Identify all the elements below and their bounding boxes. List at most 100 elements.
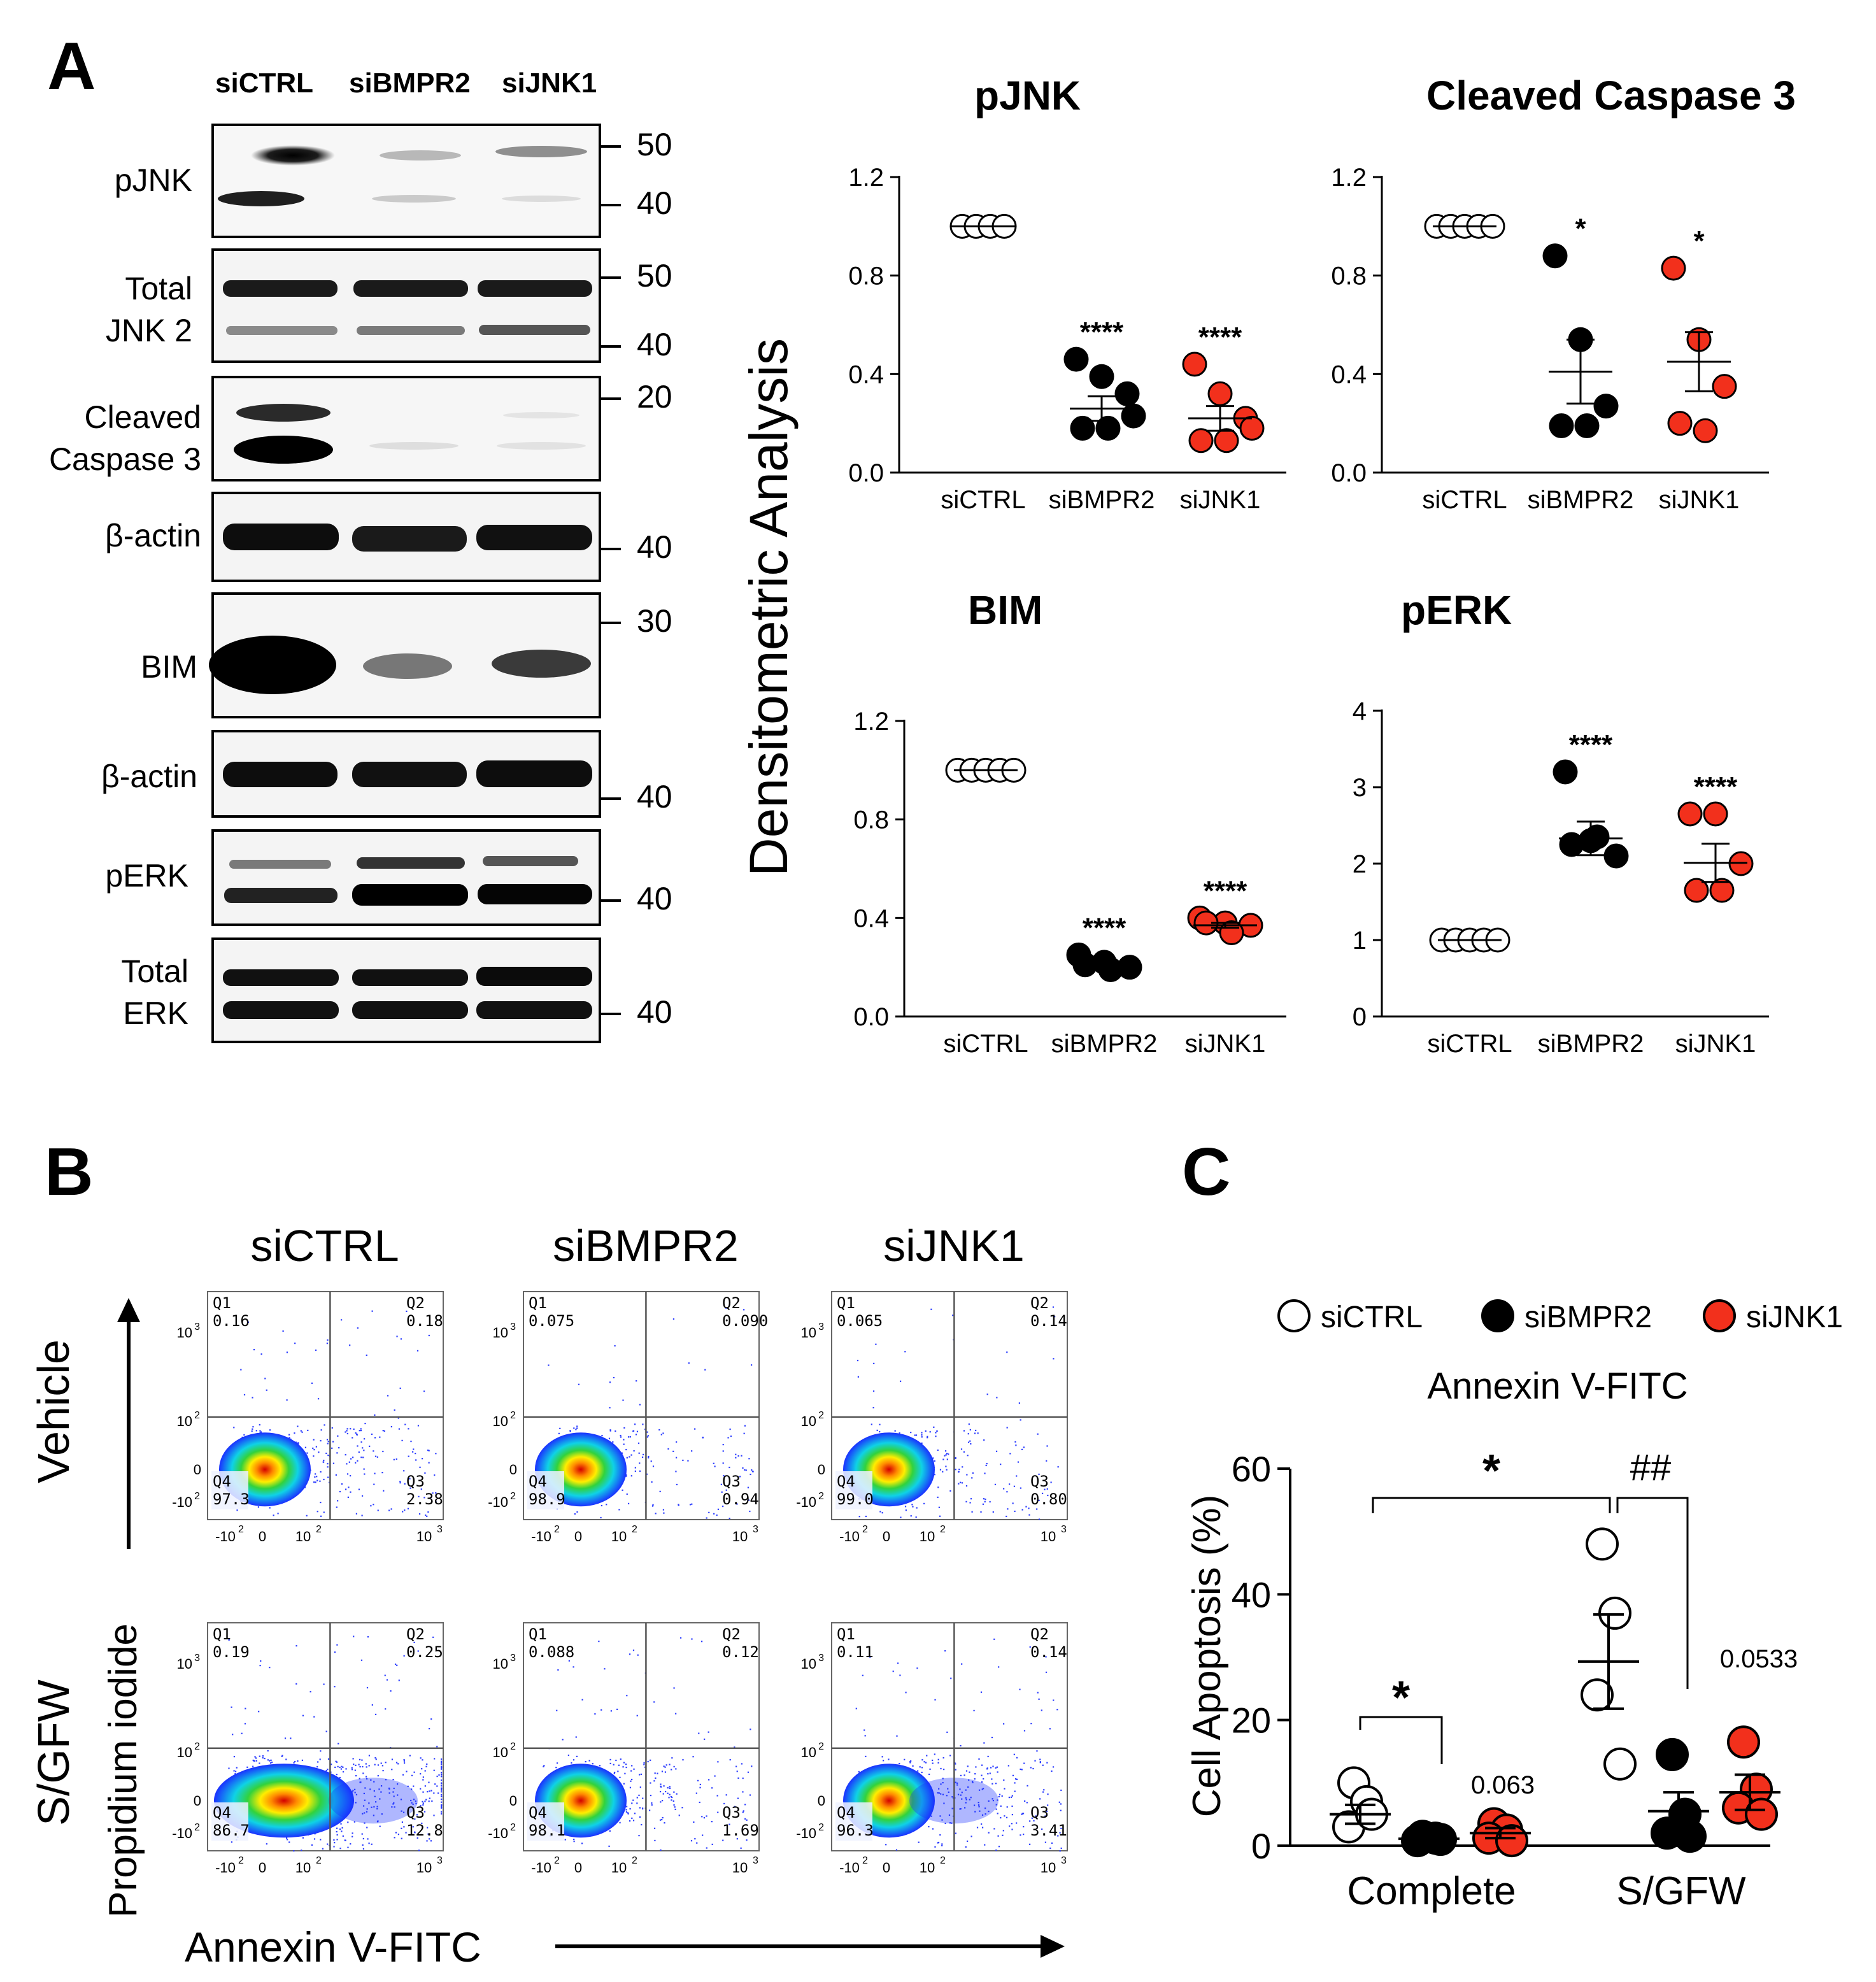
mw-label: 30 xyxy=(637,603,672,639)
flow-x-tick-exponent: 2 xyxy=(862,1855,868,1866)
quadrant-label: Q2 xyxy=(1030,1625,1049,1643)
flow-x-tick-exponent: 2 xyxy=(316,1524,322,1535)
legend-marker xyxy=(1703,1299,1736,1332)
flow-y-tick-label: -10 xyxy=(796,1494,816,1510)
flow-x-tick-label: 10 xyxy=(611,1860,627,1876)
flow-y-tick-label: -10 xyxy=(172,1494,192,1510)
quadrant-value: 0.11 xyxy=(837,1643,874,1661)
quadrant-label: Q2 xyxy=(722,1294,741,1312)
flow-y-tick-exponent: 2 xyxy=(194,1741,200,1752)
data-point xyxy=(1559,832,1584,857)
flow-x-tick-label: 0 xyxy=(259,1860,266,1876)
chart-pjnk: pJNK 0.0 0.4 0.8 1.2 siCTRL siBMPR2 siJNK1 **** *… xyxy=(848,73,1286,514)
data-point xyxy=(1114,381,1140,406)
data-point xyxy=(1542,243,1568,269)
flow-y-tick-label: 0 xyxy=(194,1462,201,1478)
flow-x-tick-label: -10 xyxy=(531,1529,551,1544)
blot-beta-actin-2 xyxy=(211,730,601,818)
significance-label: * xyxy=(1575,213,1586,245)
y-tick-label: 0 xyxy=(1251,1826,1271,1866)
data-point xyxy=(1677,801,1703,827)
flow-y-tick-exponent: 2 xyxy=(818,1741,824,1752)
chart-perk: pERK 0 1 2 3 4 siCTRL siBMPR2 siJNK1 **** **** xyxy=(1353,587,1769,1058)
quadrant-label-bg xyxy=(527,1471,564,1509)
quadrant-label: Q2 xyxy=(406,1294,425,1312)
data-point xyxy=(1214,428,1239,453)
flow-x-tick-exponent: 3 xyxy=(1061,1524,1067,1535)
flow-y-tick-label: 10 xyxy=(801,1656,816,1672)
quadrant-label: Q4 xyxy=(213,1804,231,1822)
y-tick-label: 4 xyxy=(1353,697,1367,725)
flow-y-tick-label: -10 xyxy=(796,1825,816,1841)
legend-marker xyxy=(1277,1299,1311,1332)
blot-cleaved-caspase3 xyxy=(211,376,601,481)
blot-labels: pJNK Total JNK 2 Cleaved Caspase 3 β-act… xyxy=(49,162,201,1031)
y-tick-label: 1.2 xyxy=(853,708,889,736)
flow-x-tick-exponent: 2 xyxy=(238,1855,244,1866)
chart-cell-apoptosis: siCTRL siBMPR2 siJNK1 Annexin V-FITC Cell Ap… xyxy=(1185,1299,1843,1913)
quadrant-label: Q4 xyxy=(837,1804,855,1822)
blot-label: Cleaved xyxy=(85,399,201,435)
flow-x-tick-label: 0 xyxy=(574,1860,582,1876)
flow-column-sibmpr2: siBMPR2 xyxy=(553,1221,739,1271)
legend-label: siJNK1 xyxy=(1746,1301,1843,1334)
quadrant-value: 0.18 xyxy=(406,1312,443,1330)
significance-label: **** xyxy=(1080,317,1124,348)
quadrant-label: Q3 xyxy=(1030,1472,1049,1490)
flow-y-tick-exponent: 2 xyxy=(510,1822,516,1833)
lane-label-sijnk1: siJNK1 xyxy=(502,68,597,99)
y-tick-label: 0.8 xyxy=(848,262,884,290)
p-value-label: 0.063 xyxy=(1471,1771,1535,1799)
x-category-label: siCTRL xyxy=(1427,1030,1512,1058)
quadrant-label: Q2 xyxy=(406,1625,425,1643)
flow-x-tick-label: -10 xyxy=(215,1529,236,1544)
panel-c-letter: C xyxy=(1182,1134,1231,1209)
quadrant-label-bg xyxy=(211,1802,248,1841)
flow-x-tick-exponent: 3 xyxy=(1061,1855,1067,1866)
densitometric-axis-label: Densitometric Analysis xyxy=(739,338,799,876)
quadrant-label: Q1 xyxy=(837,1294,855,1312)
quadrant-value: 0.090 xyxy=(722,1312,768,1330)
data-point xyxy=(1603,843,1629,869)
blot-label: Total xyxy=(121,953,188,989)
flow-density-tail xyxy=(329,1778,418,1824)
data-point xyxy=(1673,1820,1707,1853)
chart-bim: BIM 0.0 0.4 0.8 1.2 siCTRL siBMPR2 siJNK1 **** **… xyxy=(853,587,1286,1058)
flow-x-tick-label: 0 xyxy=(259,1529,266,1544)
flow-x-tick-label: -10 xyxy=(531,1860,551,1876)
blot-beta-actin-1 xyxy=(211,492,601,582)
flow-y-tick-exponent: 3 xyxy=(194,1653,200,1664)
data-point xyxy=(1089,364,1114,389)
y-tick-label: 0.8 xyxy=(1331,262,1367,290)
data-point xyxy=(1684,878,1709,903)
flow-y-tick-label: 0 xyxy=(818,1462,825,1478)
flow-x-tick-label: 10 xyxy=(920,1860,935,1876)
flow-x-tick-exponent: 2 xyxy=(554,1855,560,1866)
quadrant-label: Q3 xyxy=(722,1472,741,1490)
group-label: S/GFW xyxy=(1616,1869,1746,1913)
flow-y-tick-exponent: 2 xyxy=(510,1410,516,1421)
y-tick-label: 0.0 xyxy=(848,459,884,487)
flow-y-tick-label: -10 xyxy=(172,1825,192,1841)
flow-y-tick-label: 0 xyxy=(194,1793,201,1809)
mw-label: 40 xyxy=(637,881,672,916)
data-point xyxy=(1095,415,1121,441)
blot-perk xyxy=(211,829,601,926)
significance-bracket xyxy=(1359,1716,1443,1764)
y-tick-label: 60 xyxy=(1232,1449,1271,1489)
flow-x-tick-exponent: 3 xyxy=(437,1524,443,1535)
flow-row-vehicle: Vehicle xyxy=(29,1339,78,1483)
quadrant-value: 98.1 xyxy=(529,1822,565,1839)
flow-x-axis-label: Annexin V-FITC xyxy=(185,1923,481,1971)
flow-x-tick-label: 10 xyxy=(295,1529,311,1544)
flow-x-tick-label: 10 xyxy=(611,1529,627,1544)
flow-x-tick-exponent: 2 xyxy=(554,1524,560,1535)
y-tick-label: 3 xyxy=(1353,774,1367,802)
flow-x-tick-label: 10 xyxy=(1041,1529,1056,1544)
y-tick-label: 1.2 xyxy=(1331,164,1367,192)
flow-x-tick-label: 0 xyxy=(574,1529,582,1544)
y-tick-label: 1 xyxy=(1353,927,1367,955)
flow-x-tick-exponent: 2 xyxy=(862,1524,868,1535)
quadrant-label: Q4 xyxy=(213,1472,231,1490)
